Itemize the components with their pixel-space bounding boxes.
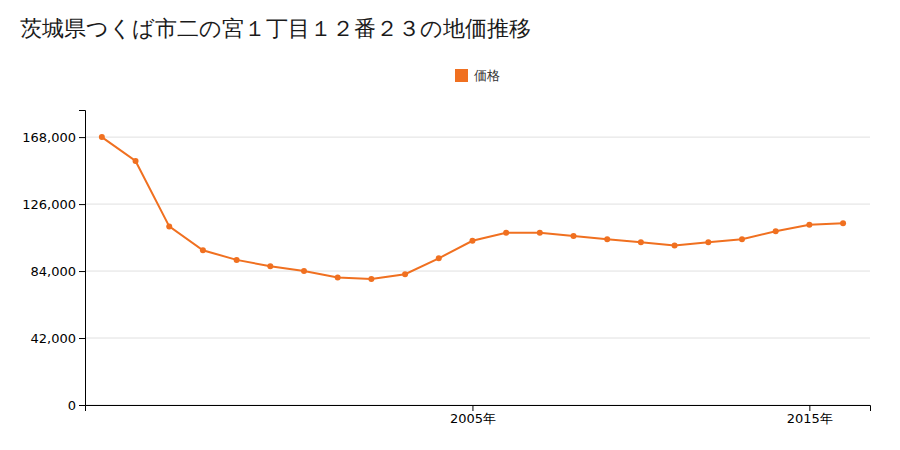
y-tick-label: 42,000: [31, 331, 77, 346]
legend-swatch: [455, 69, 468, 82]
y-tick-label: 0: [68, 398, 76, 413]
marker: [604, 236, 610, 242]
marker: [368, 276, 374, 282]
legend-label: 価格: [474, 68, 500, 83]
y-tick-mark: [79, 271, 85, 272]
grid-line: [85, 338, 870, 339]
marker: [200, 247, 206, 253]
marker: [739, 236, 745, 242]
y-axis-line: [79, 111, 86, 406]
marks: [99, 134, 846, 282]
x-tick-label: 2005年: [450, 411, 496, 426]
x-tick-mark: [809, 405, 810, 411]
marker: [436, 255, 442, 261]
y-tick: 0: [68, 398, 85, 413]
marker: [840, 220, 846, 226]
y-tick: 168,000: [22, 130, 85, 145]
y-tick-mark: [79, 338, 85, 339]
x-axis-line: [86, 406, 871, 412]
marker: [166, 223, 172, 229]
plot-area: 0 42,000 84,000 126,000 168,000 2005年 2015年: [22, 111, 870, 427]
grid-line: [85, 204, 870, 205]
y-tick-mark: [79, 204, 85, 205]
x-tick-label: 2015年: [787, 411, 833, 426]
marker: [773, 228, 779, 234]
marker: [402, 271, 408, 277]
marker: [99, 134, 105, 140]
y-tick-label: 84,000: [31, 264, 77, 279]
title: 茨城県つくば市二の宮１丁目１２番２３の地価推移: [20, 16, 531, 41]
line: [102, 137, 843, 279]
y-tick-label: 126,000: [22, 197, 76, 212]
x-tick: 2005年: [450, 405, 496, 426]
y-tick-mark: [79, 405, 85, 406]
marker: [672, 243, 678, 249]
y-tick: 84,000: [31, 264, 86, 279]
marker: [537, 230, 543, 236]
grid-line: [85, 137, 870, 138]
x-axis: 2005年 2015年: [86, 405, 871, 426]
marker: [234, 257, 240, 263]
marker: [638, 239, 644, 245]
x-tick: 2015年: [787, 405, 833, 426]
y-tick: 42,000: [31, 331, 86, 346]
marker: [133, 158, 139, 164]
legend: 価格: [455, 68, 500, 83]
marker: [469, 238, 475, 244]
chart: 茨城県つくば市二の宮１丁目１２番２３の地価推移 0 42,000 84,000 126,…: [0, 0, 900, 450]
marker: [503, 230, 509, 236]
y-tick-label: 168,000: [22, 130, 76, 145]
markers: [99, 134, 846, 282]
marker: [806, 222, 812, 228]
y-tick-mark: [79, 137, 85, 138]
marker: [267, 263, 273, 269]
y-axis: 0 42,000 84,000 126,000 168,000: [22, 111, 85, 413]
grid-line: [85, 271, 870, 272]
y-tick: 126,000: [22, 197, 85, 212]
marker: [335, 274, 341, 280]
marker: [705, 239, 711, 245]
legend-item: 価格: [455, 68, 500, 83]
marker: [301, 268, 307, 274]
marker: [571, 233, 577, 239]
x-tick-mark: [472, 405, 473, 411]
grid: [85, 137, 870, 405]
